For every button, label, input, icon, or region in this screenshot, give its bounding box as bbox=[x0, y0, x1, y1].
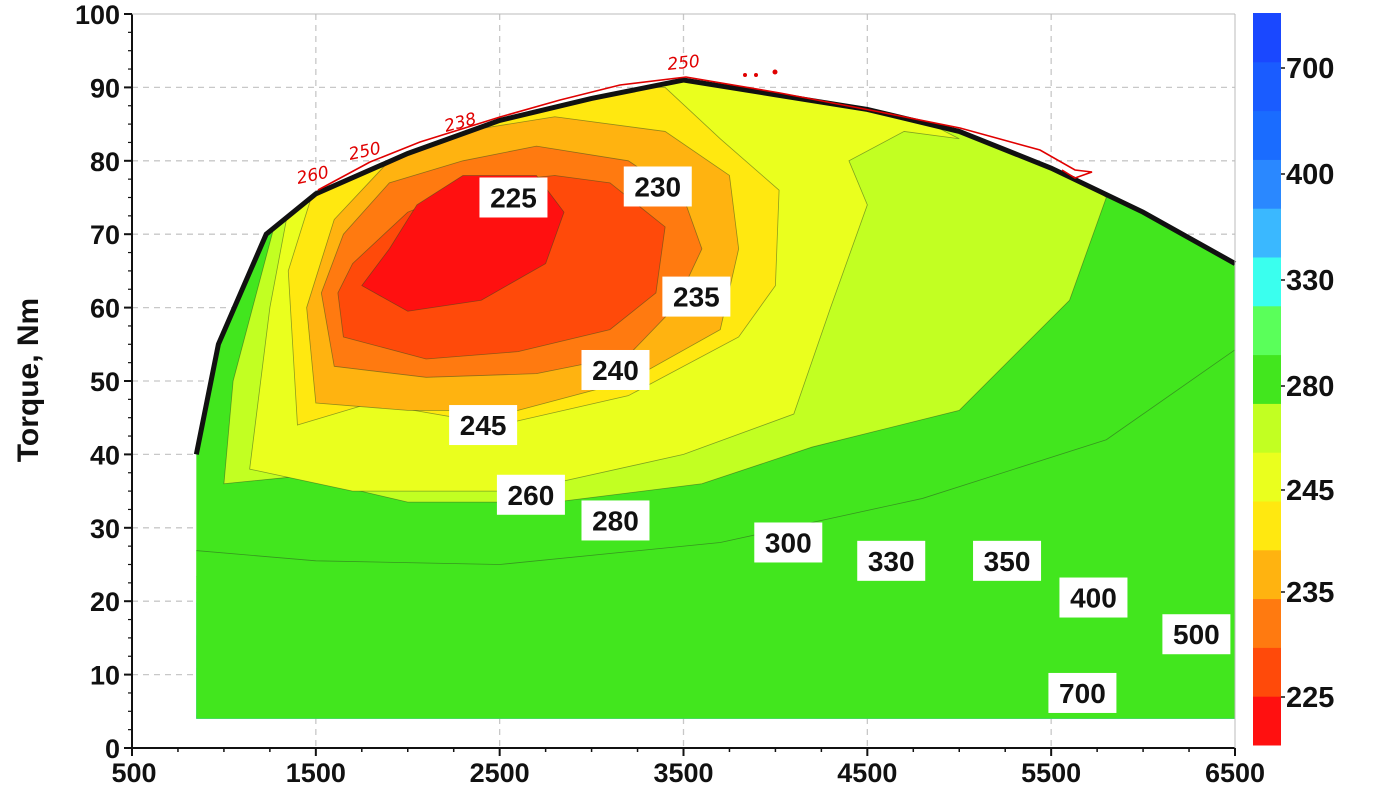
max-torque-curve bbox=[193, 77, 1237, 455]
contour-label-500: 500 bbox=[1162, 614, 1231, 655]
y-tick-label: 0 bbox=[105, 734, 120, 764]
colorbar-band bbox=[1253, 159, 1281, 209]
colorbar-band bbox=[1253, 647, 1281, 697]
contour-label-box bbox=[662, 276, 731, 317]
colorbar-tick-label: 330 bbox=[1286, 265, 1334, 297]
colorbar-band bbox=[1253, 501, 1281, 551]
contour-label-text: 260 bbox=[508, 480, 555, 511]
contour-label-box bbox=[479, 177, 548, 218]
contour-label-box bbox=[581, 349, 650, 390]
colorbar-band bbox=[1253, 305, 1281, 356]
x-axis-ticks: 500 1500 2500 3500 4500 5500 6500 bbox=[111, 748, 1265, 788]
y-tick-label: 80 bbox=[90, 147, 120, 177]
contour-label-260: 260 bbox=[496, 474, 565, 515]
contour-label-225: 225 bbox=[479, 177, 548, 218]
contour-label-box bbox=[1162, 614, 1231, 655]
annotation-dot bbox=[772, 69, 778, 75]
annotation-dot bbox=[743, 73, 747, 77]
y-tick-label: 30 bbox=[90, 514, 120, 544]
colorbar-tick-label: 400 bbox=[1286, 159, 1334, 191]
contour-label-text: 400 bbox=[1070, 583, 1117, 614]
x-tick-label: 6500 bbox=[1205, 758, 1265, 788]
contour-fill bbox=[196, 80, 1235, 719]
y-axis-ticks: 0 10 20 30 40 50 60 70 80 90 100 bbox=[75, 0, 132, 764]
contour-label-box bbox=[857, 540, 926, 581]
colorbar-band bbox=[1253, 208, 1281, 258]
x-tick-label: 500 bbox=[111, 758, 156, 788]
contour-label-box bbox=[754, 522, 823, 563]
y-axis-label: Torque, Nm bbox=[12, 298, 45, 462]
contour-label-text: 330 bbox=[868, 546, 915, 577]
contour-label-300: 300 bbox=[754, 522, 823, 563]
colorbar-band bbox=[1253, 598, 1281, 648]
contour-label-text: 225 bbox=[490, 183, 537, 214]
contour-label-box bbox=[449, 405, 518, 446]
contour-label-text: 700 bbox=[1059, 678, 1106, 709]
x-tick-label: 2500 bbox=[470, 758, 530, 788]
x-tick-label: 3500 bbox=[653, 758, 713, 788]
contour-label-text: 245 bbox=[460, 410, 507, 441]
contour-label-700: 700 bbox=[1048, 672, 1117, 713]
y-tick-label: 10 bbox=[90, 661, 120, 691]
colorbar-tick-label: 235 bbox=[1286, 577, 1334, 609]
colorbar-band bbox=[1253, 549, 1281, 600]
x-tick-label: 1500 bbox=[286, 758, 346, 788]
x-tick-label: 5500 bbox=[1021, 758, 1081, 788]
contour-label-box bbox=[1048, 672, 1117, 713]
y-tick-label: 70 bbox=[90, 220, 120, 250]
contour-label-text: 280 bbox=[592, 505, 639, 536]
colorbar-band bbox=[1253, 452, 1281, 502]
contour-label-245: 245 bbox=[449, 405, 518, 446]
y-tick-label: 90 bbox=[90, 73, 120, 103]
annotation-dot bbox=[754, 73, 758, 77]
y-tick-label: 40 bbox=[90, 440, 120, 470]
colorbar-band bbox=[1253, 110, 1281, 160]
contour-band bbox=[196, 336, 1235, 719]
contour-label-text: 240 bbox=[592, 355, 639, 386]
contour-label-350: 350 bbox=[973, 540, 1042, 581]
annotation-text: 250 bbox=[666, 52, 700, 75]
colorbar-tick-label: 225 bbox=[1286, 682, 1334, 714]
y-tick-label: 20 bbox=[90, 587, 120, 617]
colorbar-tick-label: 280 bbox=[1286, 371, 1334, 403]
y-tick-label: 100 bbox=[75, 0, 120, 30]
annotation-stroke bbox=[317, 76, 1093, 191]
x-tick-label: 4500 bbox=[837, 758, 897, 788]
contour-label-box bbox=[1059, 577, 1128, 618]
contour-label-text: 230 bbox=[634, 171, 681, 202]
contour-label-text: 500 bbox=[1173, 619, 1220, 650]
contour-label-box bbox=[973, 540, 1042, 581]
colorbar: 700 400 330 280 245 235 225 bbox=[1253, 13, 1334, 746]
contour-label-text: 350 bbox=[984, 546, 1031, 577]
contour-label-box bbox=[623, 166, 692, 207]
colorbar-band bbox=[1253, 403, 1281, 453]
contour-label-text: 235 bbox=[673, 282, 720, 313]
colorbar-tick-label: 700 bbox=[1286, 53, 1334, 85]
colorbar-band bbox=[1253, 696, 1281, 746]
colorbar-band bbox=[1253, 13, 1281, 63]
contour-label-400: 400 bbox=[1059, 577, 1128, 618]
colorbar-band bbox=[1253, 354, 1281, 404]
y-tick-label: 60 bbox=[90, 294, 120, 324]
contour-label-box bbox=[581, 500, 650, 541]
contour-label-235: 235 bbox=[662, 276, 731, 317]
contour-label-330: 330 bbox=[857, 540, 926, 581]
y-tick-label: 50 bbox=[90, 367, 120, 397]
colorbar-band bbox=[1253, 61, 1281, 112]
colorbar-tick-label: 245 bbox=[1286, 475, 1334, 507]
contour-label-box bbox=[496, 474, 565, 515]
contour-label-240: 240 bbox=[581, 349, 650, 390]
contour-label-280: 280 bbox=[581, 500, 650, 541]
contour-label-230: 230 bbox=[623, 166, 692, 207]
contour-labels: 225 230 235 240 245 260 280 300 330 350 400 500 700 bbox=[449, 166, 1231, 713]
colorbar-band bbox=[1253, 257, 1281, 307]
contour-label-text: 300 bbox=[765, 527, 812, 558]
